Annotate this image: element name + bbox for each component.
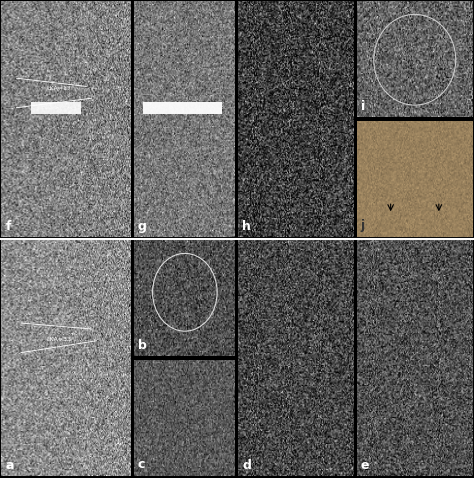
- Text: LKA=17°: LKA=17°: [46, 86, 74, 91]
- Text: e: e: [361, 459, 369, 472]
- Text: h: h: [242, 220, 251, 233]
- Text: c: c: [138, 458, 145, 471]
- Bar: [143, 102, 222, 114]
- Text: b: b: [138, 339, 147, 352]
- Text: j: j: [361, 219, 365, 232]
- Text: f: f: [5, 220, 11, 233]
- Text: a: a: [5, 459, 14, 472]
- Text: i: i: [361, 100, 365, 113]
- Text: d: d: [242, 459, 251, 472]
- Bar: [31, 102, 82, 114]
- Text: g: g: [138, 220, 147, 233]
- Text: LKA=33°: LKA=33°: [46, 337, 74, 342]
